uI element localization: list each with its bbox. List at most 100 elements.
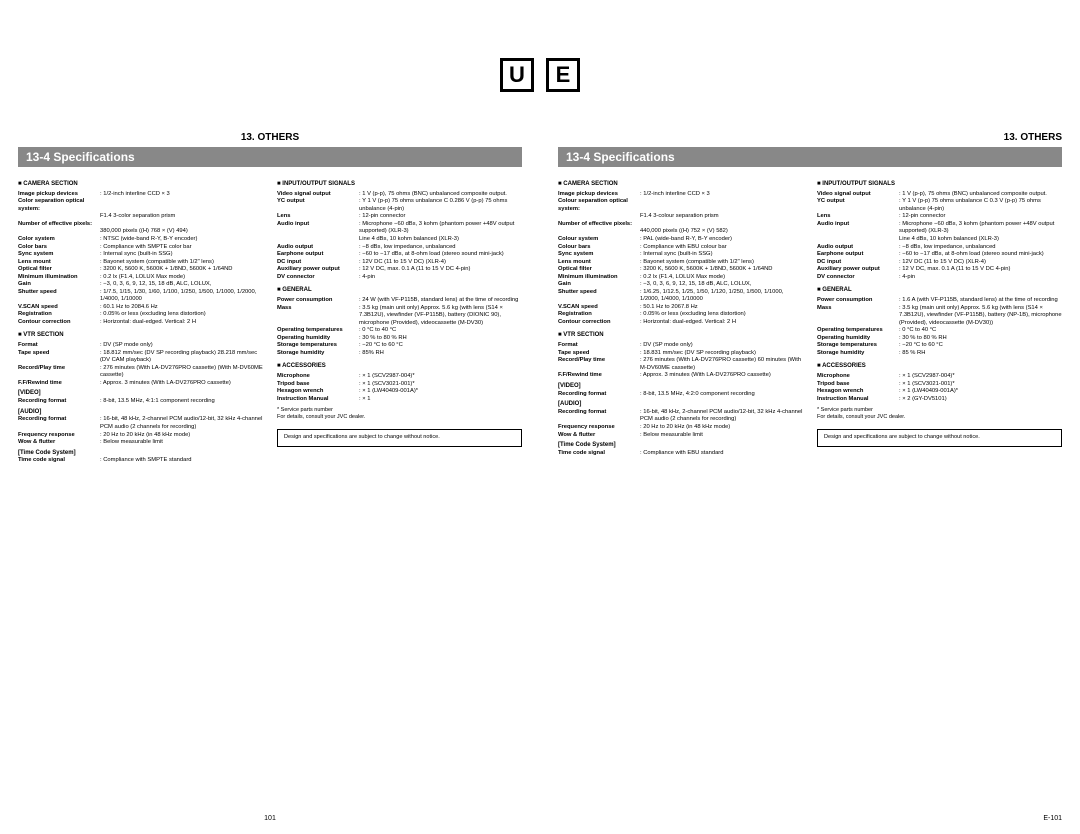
val: Horizontal: dual-edged. Vertical: 2 H bbox=[100, 319, 263, 327]
lbl: F.F/Rewind time bbox=[18, 380, 100, 388]
col-left: CAMERA SECTION Image pickup devices1/2-i… bbox=[558, 175, 803, 457]
lbl: Registration bbox=[558, 311, 640, 319]
val: F1.4 3-colour separation prism bbox=[558, 213, 803, 221]
val: −3, 0, 3, 6, 9, 12, 15, 18 dB, ALC, LOLU… bbox=[100, 281, 263, 289]
val: 0.2 lx (F1.4, LOLUX Max mode) bbox=[100, 274, 263, 282]
lbl: Wow & flutter bbox=[18, 439, 100, 447]
lbl: Power consumption bbox=[277, 297, 359, 305]
lbl: F.F/Rewind time bbox=[558, 372, 640, 380]
val: Compliance with EBU standard bbox=[640, 450, 803, 458]
val: 276 minutes (With LA-DV276PRO cassette) … bbox=[100, 365, 263, 380]
val: Y 1 V (p-p) 75 ohms unbalance C 0.286 V … bbox=[359, 198, 522, 213]
val: 30 % to 80 % RH bbox=[359, 335, 522, 343]
val: 4-pin bbox=[359, 274, 522, 282]
val: 24 W (with VF-P115B, standard lens) at t… bbox=[359, 297, 522, 305]
val: 12 V DC, max. 0.1 A (11 to 15 V DC 4-pin… bbox=[359, 266, 522, 274]
lbl: Operating temperatures bbox=[817, 327, 899, 335]
acc-head: ACCESSORIES bbox=[817, 363, 1062, 371]
page-number: 101 bbox=[264, 815, 276, 822]
val: 1/2-inch interline CCD × 3 bbox=[100, 191, 263, 199]
lbl: Auxiliary power output bbox=[277, 266, 359, 274]
lbl: Shutter speed bbox=[558, 289, 640, 304]
val: Line 4 dBs, 10 kohm balanced (XLR-3) bbox=[817, 236, 1062, 244]
lbl: V.SCAN speed bbox=[18, 304, 100, 312]
lbl: Operating humidity bbox=[817, 335, 899, 343]
service-note1: * Service parts number bbox=[277, 407, 522, 414]
video-sub: [VIDEO] bbox=[18, 390, 263, 398]
lbl: YC output bbox=[817, 198, 899, 213]
val: 3.5 kg (main unit only) Approx. 5.6 kg (… bbox=[899, 305, 1062, 328]
lbl: Hexagon wrench bbox=[277, 388, 359, 396]
val: × 1 (SCV2987-004)* bbox=[359, 373, 522, 381]
lbl: Hexagon wrench bbox=[817, 388, 899, 396]
section-header: 13. OTHERS bbox=[18, 132, 522, 143]
val: PAL (wide-band R-Y, B-Y encoder) bbox=[640, 236, 803, 244]
val: −60 to −17 dBs, at 8-ohm load (stereo so… bbox=[899, 251, 1062, 259]
vtr-head: VTR SECTION bbox=[18, 332, 263, 340]
val: × 1 (SCV2987-004)* bbox=[899, 373, 1062, 381]
val: Internal sync (built-in SSG) bbox=[640, 251, 803, 259]
lbl: Wow & flutter bbox=[558, 432, 640, 440]
lbl: Minimum illumination bbox=[18, 274, 100, 282]
val: 50.1 Hz to 2067.8 Hz bbox=[640, 304, 803, 312]
lbl: Storage temperatures bbox=[277, 342, 359, 350]
lbl: Shutter speed bbox=[18, 289, 100, 304]
lbl: Time code signal bbox=[18, 457, 100, 465]
lbl: Contour correction bbox=[18, 319, 100, 327]
lbl: DC input bbox=[277, 259, 359, 267]
lbl: V.SCAN speed bbox=[558, 304, 640, 312]
lbl: Color system bbox=[18, 236, 100, 244]
val: −8 dBs, low impedance, unbalanced bbox=[899, 244, 1062, 252]
lbl: Frequency response bbox=[18, 432, 100, 440]
val: Bayonet system (compatible with 1/2" len… bbox=[640, 259, 803, 267]
lbl: Lens bbox=[277, 213, 359, 221]
val: Bayonet system (compatible with 1/2" len… bbox=[100, 259, 263, 267]
lbl: Tripod base bbox=[277, 381, 359, 389]
val: 20 Hz to 20 kHz (in 48 kHz mode) bbox=[100, 432, 263, 440]
gen-head: GENERAL bbox=[277, 287, 522, 295]
val: Line 4 dBs, 10 kohm balanced (XLR-3) bbox=[277, 236, 522, 244]
val: 440,000 pixels ((H) 752 × (V) 582) bbox=[558, 228, 803, 236]
val: Below measurable limit bbox=[100, 439, 263, 447]
val: × 2 (GY-DV5101) bbox=[899, 396, 1062, 404]
val: Compliance with SMPTE color bar bbox=[100, 244, 263, 252]
val: 380,000 pixels ((H) 768 × (V) 494) bbox=[18, 228, 263, 236]
val: Microphone −60 dBs, 3 kohm (phantom powe… bbox=[899, 221, 1062, 236]
val: 60.1 Hz to 2084.6 Hz bbox=[100, 304, 263, 312]
lbl: Contour correction bbox=[558, 319, 640, 327]
val: 3200 K, 5600 K, 5600K + 1/8ND, 5600K + 1… bbox=[640, 266, 803, 274]
section-header: 13. OTHERS bbox=[558, 132, 1062, 143]
lbl: Tripod base bbox=[817, 381, 899, 389]
val: 12-pin connector bbox=[359, 213, 522, 221]
lbl: Record/Play time bbox=[558, 357, 640, 372]
lbl: Number of effective pixels: bbox=[18, 221, 100, 229]
val: −20 °C to 60 °C bbox=[359, 342, 522, 350]
col-right: INPUT/OUTPUT SIGNALS Video signal output… bbox=[817, 175, 1062, 457]
title-bar: 13-4 Specifications bbox=[18, 147, 522, 167]
lbl: DC input bbox=[817, 259, 899, 267]
val: 3.5 kg (main unit only) Approx. 5.6 kg (… bbox=[359, 305, 522, 328]
lbl: Optical filter bbox=[18, 266, 100, 274]
lbl: DV connector bbox=[817, 274, 899, 282]
service-note1: * Service parts number bbox=[817, 407, 1062, 414]
lbl: Audio input bbox=[277, 221, 359, 236]
lbl: Power consumption bbox=[817, 297, 899, 305]
val: 1/6.25, 1/12.5, 1/25, 1/50, 1/120, 1/250… bbox=[640, 289, 803, 304]
val: 0 °C to 40 °C bbox=[359, 327, 522, 335]
lbl: Color separation optical system: bbox=[18, 198, 100, 213]
badge-u: U bbox=[500, 58, 534, 92]
lbl: Number of effective pixels: bbox=[558, 221, 640, 229]
camera-head: CAMERA SECTION bbox=[18, 181, 263, 189]
lbl: DV connector bbox=[277, 274, 359, 282]
notice-box: Design and specifications are subject to… bbox=[817, 429, 1062, 446]
gen-head: GENERAL bbox=[817, 287, 1062, 295]
val: −60 to −17 dBs, at 8-ohm load (stereo so… bbox=[359, 251, 522, 259]
val: 85 % RH bbox=[899, 350, 1062, 358]
video-sub: [VIDEO] bbox=[558, 383, 803, 391]
lbl: YC output bbox=[277, 198, 359, 213]
lbl: Operating temperatures bbox=[277, 327, 359, 335]
val: × 1 bbox=[359, 396, 522, 404]
lbl: Earphone output bbox=[817, 251, 899, 259]
val: × 1 (SCV3021-001)* bbox=[359, 381, 522, 389]
val: 0 °C to 40 °C bbox=[899, 327, 1062, 335]
